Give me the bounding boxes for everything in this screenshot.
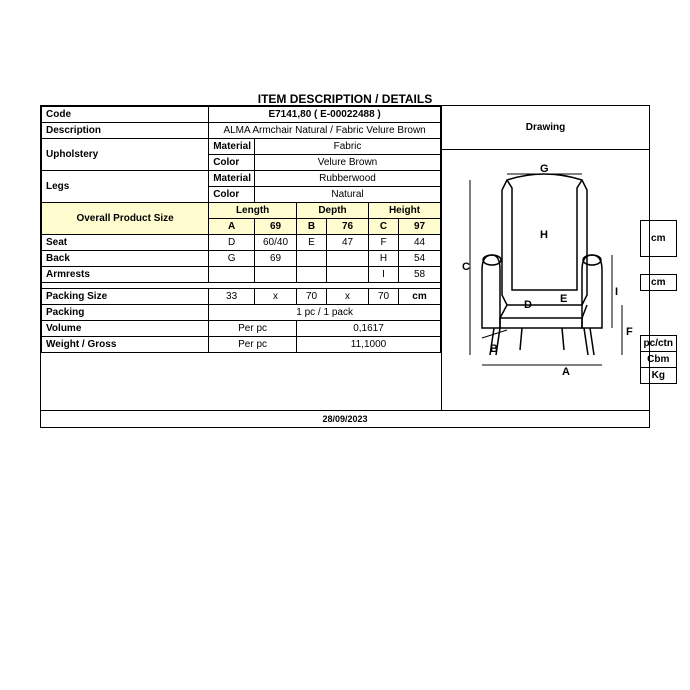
- uph-color-label: Color: [209, 155, 255, 171]
- dim-D-mark: D: [524, 299, 532, 311]
- main-grid: Code E7141,80 ( E-00022488 ) Description…: [41, 106, 649, 410]
- dim-G-mark: G: [540, 163, 549, 175]
- packing-label: Packing: [42, 305, 209, 321]
- packingsize-label: Packing Size: [42, 289, 209, 305]
- dim-H: H: [369, 251, 399, 267]
- dim-E: E: [297, 235, 327, 251]
- left-column: Code E7141,80 ( E-00022488 ) Description…: [41, 106, 441, 410]
- code-value: E7141,80 ( E-00022488 ): [209, 107, 441, 123]
- dim-E-mark: E: [560, 293, 567, 305]
- legs-label: Legs: [42, 171, 209, 203]
- dim-F: F: [369, 235, 399, 251]
- uph-mat-value: Fabric: [255, 139, 441, 155]
- dim-Cval: 97: [399, 219, 441, 235]
- dim-blank1: [297, 251, 327, 267]
- dim-F-mark: F: [626, 326, 633, 338]
- dim-Aval: 69: [255, 219, 297, 235]
- uph-mat-label: Material: [209, 139, 255, 155]
- length-label: Length: [209, 203, 297, 219]
- legs-mat-value: Rubberwood: [255, 171, 441, 187]
- dim-G: G: [209, 251, 255, 267]
- dim-Gval: 69: [255, 251, 297, 267]
- psx2: x: [327, 289, 369, 305]
- perpc2: Per pc: [209, 337, 297, 353]
- psx1: x: [255, 289, 297, 305]
- upholstery-label: Upholstery: [42, 139, 209, 171]
- dim-Fval: 44: [399, 235, 441, 251]
- depth-label: Depth: [297, 203, 369, 219]
- volume-label: Volume: [42, 321, 209, 337]
- code-label: Code: [42, 107, 209, 123]
- ps3: 70: [369, 289, 399, 305]
- height-label: Height: [369, 203, 441, 219]
- spec-table: Code E7141,80 ( E-00022488 ) Description…: [41, 106, 441, 353]
- dim-Ival: 58: [399, 267, 441, 283]
- volume-value: 0,1617: [297, 321, 441, 337]
- desc-value: ALMA Armchair Natural / Fabric Velure Br…: [209, 123, 441, 139]
- dim-Bval: 76: [327, 219, 369, 235]
- weight-label: Weight / Gross: [42, 337, 209, 353]
- dim-Hval: 54: [399, 251, 441, 267]
- dim-Dval: 60/40: [255, 235, 297, 251]
- dim-A-mark: A: [562, 366, 570, 378]
- dim-blank5: [297, 267, 327, 283]
- packing-value: 1 pc / 1 pack: [209, 305, 441, 321]
- back-label: Back: [42, 251, 209, 267]
- footer-date: 28/09/2023: [41, 410, 649, 427]
- arm-label: Armrests: [42, 267, 209, 283]
- legs-mat-label: Material: [209, 171, 255, 187]
- weight-value: 11,1000: [297, 337, 441, 353]
- dim-A: A: [209, 219, 255, 235]
- dim-blank2: [327, 251, 369, 267]
- dim-B: B: [297, 219, 327, 235]
- chair-drawing-icon: G H C D E I F B A: [452, 160, 642, 380]
- ps2: 70: [297, 289, 327, 305]
- seat-label: Seat: [42, 235, 209, 251]
- drawing-label: Drawing: [442, 106, 649, 150]
- desc-label: Description: [42, 123, 209, 139]
- dim-C: C: [369, 219, 399, 235]
- right-column: Drawing cm cm pc/ctn Cbm Kg: [441, 106, 649, 410]
- dim-H-mark: H: [540, 229, 548, 241]
- ps1: 33: [209, 289, 255, 305]
- dim-blank3: [209, 267, 255, 283]
- uph-color-value: Velure Brown: [255, 155, 441, 171]
- dim-I: I: [369, 267, 399, 283]
- ps-cm: cm: [399, 289, 441, 305]
- legs-color-value: Natural: [255, 187, 441, 203]
- dim-D: D: [209, 235, 255, 251]
- perpc1: Per pc: [209, 321, 297, 337]
- dim-blank4: [255, 267, 297, 283]
- dim-B-mark: B: [490, 343, 498, 355]
- dim-I-mark: I: [615, 286, 618, 298]
- drawing-area: G H C D E I F B A: [442, 150, 649, 410]
- dim-blank6: [327, 267, 369, 283]
- dim-Eval: 47: [327, 235, 369, 251]
- overall-label: Overall Product Size: [42, 203, 209, 235]
- legs-color-label: Color: [209, 187, 255, 203]
- spec-sheet: Code E7141,80 ( E-00022488 ) Description…: [40, 105, 650, 428]
- dim-C-mark: C: [462, 261, 470, 273]
